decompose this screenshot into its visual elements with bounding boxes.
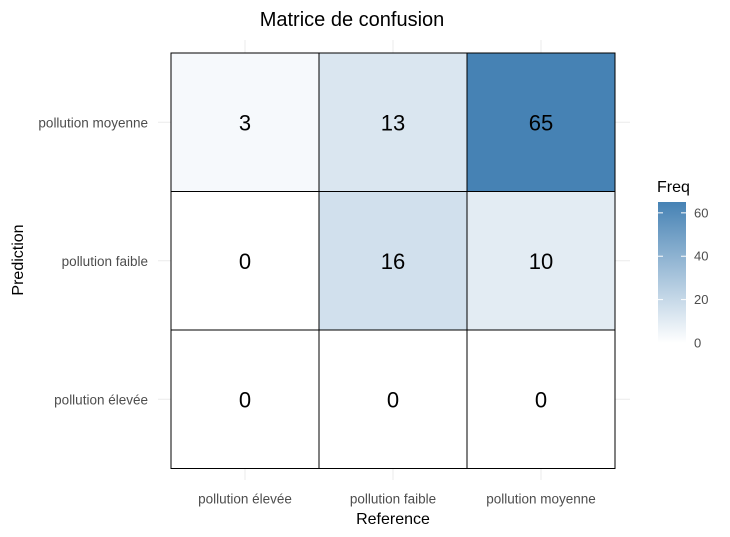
legend: Freq 0 20 40 60 (657, 179, 708, 351)
cell-value-label: 0 (239, 387, 251, 412)
x-tick-label: pollution moyenne (486, 492, 596, 507)
cell-value-label: 13 (381, 110, 405, 135)
x-axis-title: Reference (356, 511, 430, 528)
matrix-cell (318, 191, 468, 331)
legend-tick-label: 0 (694, 336, 701, 351)
legend-tick-label: 20 (694, 292, 708, 307)
legend-tick-label: 40 (694, 249, 708, 264)
matrix-cell (170, 191, 320, 331)
cell-value-label: 0 (239, 249, 251, 274)
matrix-cell (466, 329, 616, 469)
matrix-cell (318, 329, 468, 469)
y-tick-label: pollution élevée (54, 392, 148, 407)
matrix-cells: 3 13 65 0 16 10 0 0 0 (170, 52, 616, 469)
cell-value-label: 10 (529, 249, 553, 274)
cell-value-label: 0 (387, 387, 399, 412)
x-tick-label: pollution faible (350, 492, 436, 507)
cell-value-label: 3 (239, 110, 251, 135)
legend-title: Freq (657, 179, 690, 196)
matrix-cell (170, 329, 320, 469)
legend-ticks: 0 20 40 60 (658, 205, 708, 351)
y-axis-ticks: pollution moyenne pollution faible polluti… (38, 115, 148, 407)
cell-value-label: 0 (535, 387, 547, 412)
legend-tick-label: 60 (694, 205, 708, 220)
y-tick-label: pollution moyenne (38, 115, 148, 130)
y-axis-title: Prediction (10, 224, 27, 295)
cell-value-label: 16 (381, 249, 405, 274)
cell-value-label: 65 (529, 110, 553, 135)
x-axis-ticks: pollution élevée pollution faible pollutio… (198, 492, 596, 507)
legend-colorbar (658, 202, 686, 343)
matrix-cell (466, 191, 616, 331)
y-tick-label: pollution faible (62, 254, 148, 269)
matrix-cell (466, 52, 616, 192)
x-tick-label: pollution élevée (198, 492, 292, 507)
chart-title: Matrice de confusion (260, 9, 445, 31)
